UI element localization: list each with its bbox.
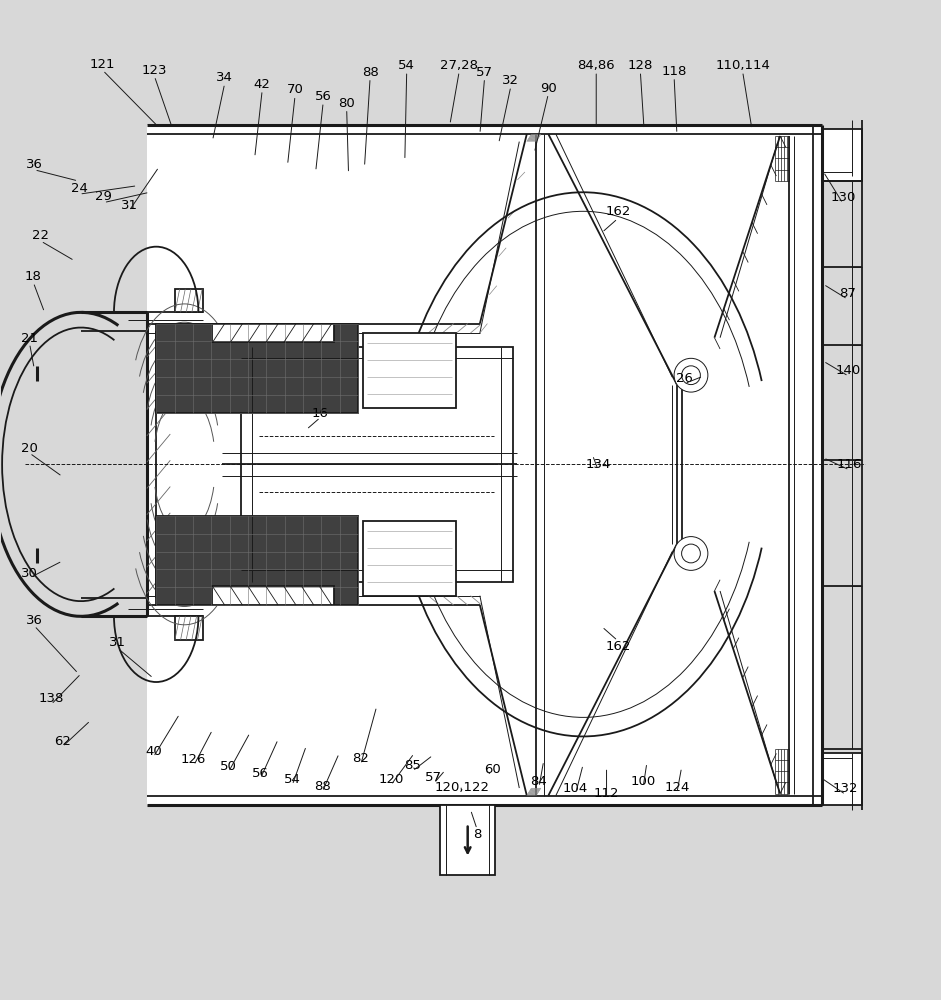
Text: 82: 82 — [352, 752, 369, 765]
Text: 80: 80 — [338, 97, 355, 110]
Text: 50: 50 — [220, 760, 237, 773]
Text: 20: 20 — [21, 442, 38, 455]
Circle shape — [674, 358, 708, 392]
Text: 120: 120 — [378, 773, 404, 786]
Text: 110,114: 110,114 — [715, 59, 770, 72]
Text: 100: 100 — [630, 775, 656, 788]
Text: 87: 87 — [839, 287, 856, 300]
Text: 120,122: 120,122 — [435, 781, 489, 794]
Text: 112: 112 — [594, 787, 619, 800]
Bar — [175, 289, 203, 312]
Text: 27,28: 27,28 — [440, 59, 478, 72]
Bar — [440, 805, 495, 875]
Text: 134: 134 — [585, 458, 611, 471]
Text: 31: 31 — [120, 199, 137, 212]
Text: 18: 18 — [24, 270, 41, 283]
Text: 130: 130 — [830, 191, 855, 204]
Text: 36: 36 — [25, 614, 42, 627]
Text: 62: 62 — [54, 735, 71, 748]
Text: 162: 162 — [605, 640, 630, 653]
Text: 121: 121 — [90, 58, 116, 71]
Text: 57: 57 — [425, 771, 442, 784]
Bar — [241, 347, 513, 582]
Text: 36: 36 — [25, 158, 42, 171]
Circle shape — [674, 537, 708, 570]
Text: 128: 128 — [628, 59, 653, 72]
Text: 26: 26 — [676, 372, 693, 385]
Text: 84: 84 — [531, 775, 548, 788]
Text: 116: 116 — [837, 458, 862, 471]
Text: 138: 138 — [39, 692, 64, 705]
Text: 104: 104 — [563, 782, 588, 795]
Text: 140: 140 — [836, 364, 861, 377]
Text: 24: 24 — [71, 182, 88, 195]
Text: 90: 90 — [540, 82, 557, 95]
Text: 70: 70 — [287, 83, 304, 96]
Bar — [213, 586, 334, 605]
Text: 118: 118 — [662, 65, 687, 78]
Text: 60: 60 — [484, 763, 501, 776]
Text: 29: 29 — [95, 190, 112, 203]
Text: 123: 123 — [141, 64, 167, 77]
Text: 54: 54 — [398, 59, 415, 72]
Text: 88: 88 — [361, 66, 378, 79]
Text: 132: 132 — [833, 782, 858, 795]
Text: 42: 42 — [254, 78, 271, 91]
Bar — [362, 333, 456, 408]
Bar — [147, 125, 822, 805]
Bar — [213, 324, 334, 342]
Circle shape — [681, 544, 700, 563]
Text: 32: 32 — [502, 74, 519, 87]
Text: 21: 21 — [21, 332, 38, 345]
Bar — [156, 516, 358, 605]
Text: 40: 40 — [145, 745, 162, 758]
Text: 34: 34 — [216, 71, 233, 84]
Text: 88: 88 — [314, 780, 330, 793]
Text: 30: 30 — [21, 567, 38, 580]
Text: 16: 16 — [312, 407, 328, 420]
Text: 56: 56 — [252, 767, 269, 780]
Text: 56: 56 — [314, 90, 331, 103]
Bar — [822, 753, 862, 805]
Bar — [156, 324, 358, 413]
Bar — [822, 129, 862, 181]
Bar — [175, 616, 203, 640]
Text: 8: 8 — [473, 828, 481, 841]
Text: 22: 22 — [32, 229, 49, 242]
Text: 162: 162 — [605, 205, 630, 218]
Circle shape — [681, 366, 700, 385]
Text: 84,86: 84,86 — [578, 59, 615, 72]
Text: 54: 54 — [284, 773, 301, 786]
Text: 126: 126 — [181, 753, 206, 766]
Text: 31: 31 — [109, 636, 126, 649]
Text: 124: 124 — [664, 781, 690, 794]
Text: 85: 85 — [404, 759, 421, 772]
Bar — [362, 521, 456, 596]
Text: 57: 57 — [476, 66, 493, 79]
